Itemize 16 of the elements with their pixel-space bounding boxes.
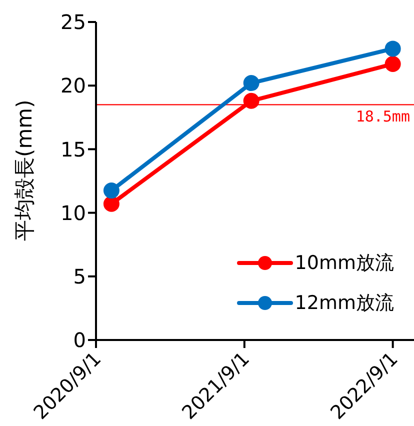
y-tick-label: 20	[60, 74, 86, 98]
point	[103, 182, 120, 199]
point	[103, 196, 120, 212]
point	[384, 40, 401, 57]
y-tick-label: 10	[60, 200, 86, 225]
legend-label: 12mm放流	[294, 291, 394, 316]
ref-line-label: 18.5mm	[356, 107, 410, 126]
y-tick-label: 5	[73, 264, 86, 288]
y-tick-label: 15	[60, 137, 86, 162]
point	[243, 75, 260, 92]
y-tick-label: 25	[60, 10, 86, 34]
point	[243, 92, 260, 109]
y-tick-label: 0	[73, 328, 86, 352]
legend-label: 10mm放流	[294, 251, 394, 276]
y-axis-title: 平均殻長(mm)	[12, 100, 36, 241]
point	[384, 56, 401, 72]
